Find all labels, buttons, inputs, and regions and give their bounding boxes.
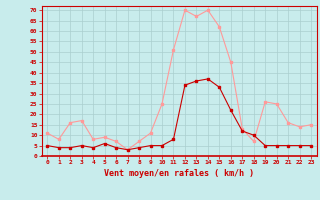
X-axis label: Vent moyen/en rafales ( km/h ): Vent moyen/en rafales ( km/h ) bbox=[104, 169, 254, 178]
